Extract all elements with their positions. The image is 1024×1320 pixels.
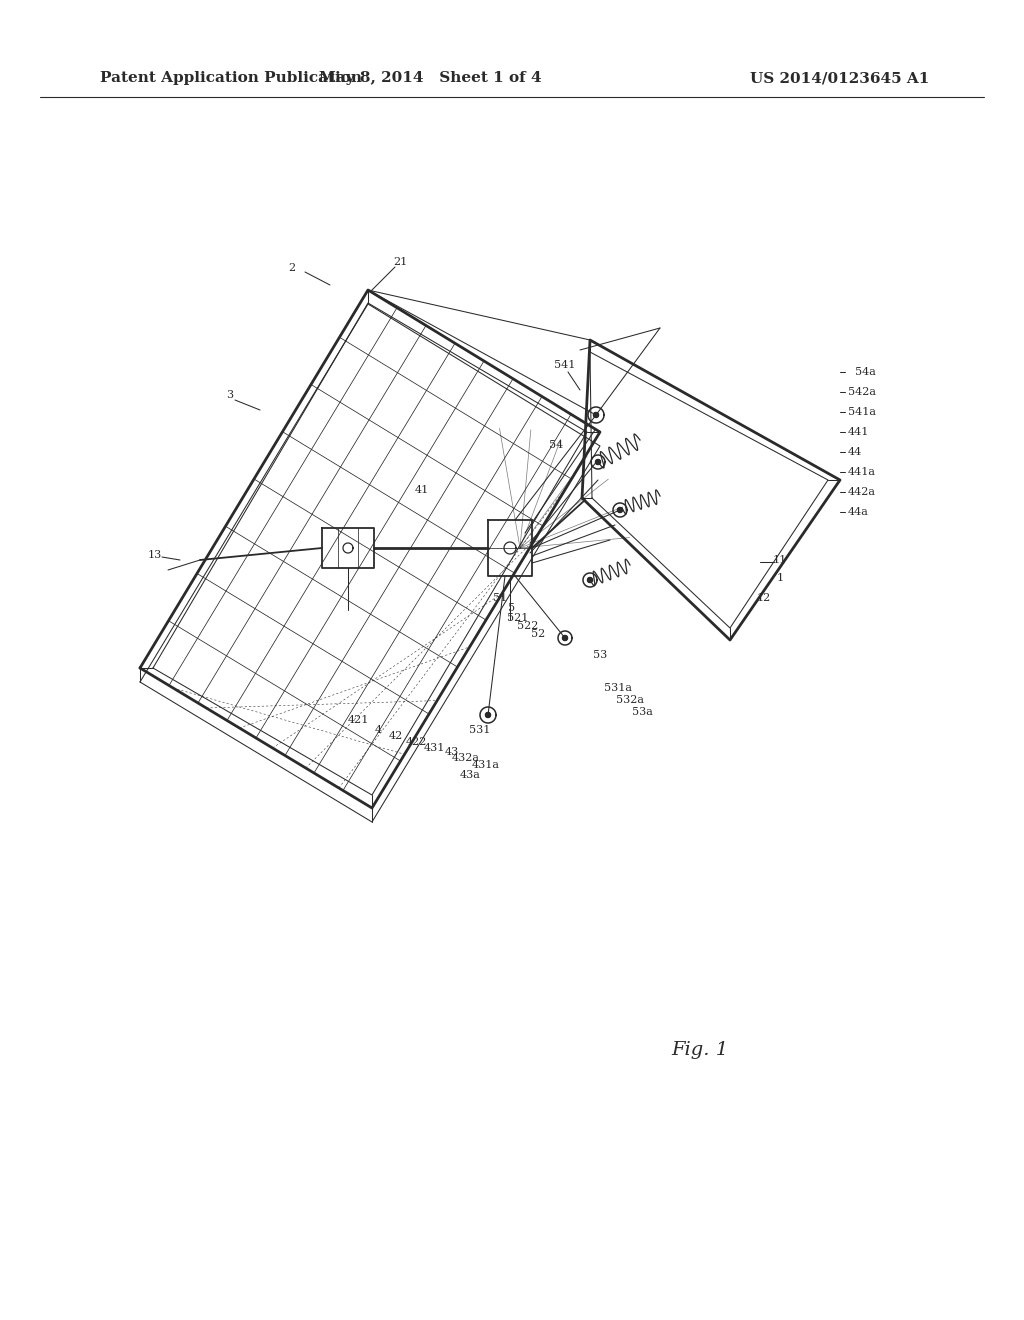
Text: 522: 522	[517, 620, 539, 631]
Polygon shape	[562, 635, 567, 640]
Text: Patent Application Publication: Patent Application Publication	[100, 71, 362, 84]
Text: 51: 51	[493, 593, 507, 603]
Text: 431a: 431a	[472, 760, 500, 770]
Text: 12: 12	[757, 593, 771, 603]
Text: 521: 521	[507, 612, 528, 623]
Polygon shape	[343, 543, 353, 553]
Polygon shape	[504, 543, 516, 554]
Text: 53: 53	[593, 649, 607, 660]
Text: 21: 21	[393, 257, 408, 267]
Text: 531: 531	[469, 725, 490, 735]
Text: 541: 541	[554, 360, 575, 370]
Text: 41: 41	[415, 484, 429, 495]
Text: 542a: 542a	[848, 387, 876, 397]
Text: US 2014/0123645 A1: US 2014/0123645 A1	[751, 71, 930, 84]
Text: 431: 431	[423, 743, 444, 752]
Polygon shape	[594, 413, 598, 417]
Text: 53a: 53a	[632, 708, 652, 717]
Text: 422: 422	[406, 737, 427, 747]
Text: 432a: 432a	[452, 752, 480, 763]
Text: 43: 43	[444, 747, 459, 756]
Polygon shape	[485, 713, 490, 718]
Text: 13: 13	[147, 550, 162, 560]
Text: 4: 4	[375, 725, 382, 735]
Text: 42: 42	[389, 731, 403, 741]
Text: 1: 1	[776, 573, 783, 583]
Text: 43a: 43a	[460, 770, 480, 780]
Text: 441: 441	[848, 426, 869, 437]
Text: 54a: 54a	[855, 367, 876, 378]
Text: 2: 2	[289, 263, 296, 273]
Text: 44a: 44a	[848, 507, 869, 517]
Text: 5: 5	[509, 603, 515, 612]
Polygon shape	[596, 459, 600, 465]
Text: 531a: 531a	[604, 682, 632, 693]
Text: 44: 44	[848, 447, 862, 457]
Text: 54: 54	[549, 440, 563, 450]
Text: 52: 52	[530, 630, 545, 639]
Text: Fig. 1: Fig. 1	[672, 1041, 728, 1059]
Text: May 8, 2014   Sheet 1 of 4: May 8, 2014 Sheet 1 of 4	[318, 71, 542, 84]
Text: 421: 421	[347, 715, 369, 725]
Polygon shape	[617, 507, 623, 512]
Text: 441a: 441a	[848, 467, 876, 477]
Text: 541a: 541a	[848, 407, 876, 417]
Polygon shape	[588, 578, 593, 582]
Text: 532a: 532a	[616, 696, 644, 705]
Text: 442a: 442a	[848, 487, 876, 498]
Text: 11: 11	[773, 554, 787, 565]
Text: 3: 3	[226, 389, 233, 400]
